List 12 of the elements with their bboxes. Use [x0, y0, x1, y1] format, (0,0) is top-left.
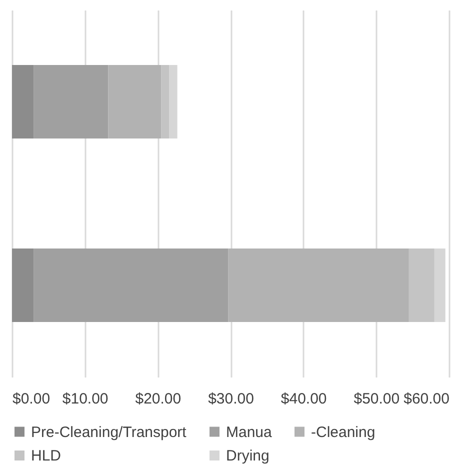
x-tick-label: $20.00 [135, 390, 182, 408]
x-tick-label: $50.00 [354, 390, 400, 408]
legend-label: Manua [226, 424, 273, 441]
x-tick-label: $0.00 [12, 390, 50, 408]
legend-label: Drying [226, 448, 270, 464]
legend-label: Pre-Cleaning/Transport [31, 424, 188, 441]
x-tick-label: $30.00 [208, 390, 254, 408]
x-tick-label: $10.00 [62, 390, 108, 408]
legend-label: HLD [31, 448, 62, 464]
x-tick-label: $40.00 [280, 390, 327, 408]
legend-label: -Cleaning [311, 424, 376, 441]
x-tick-label: $60.00 [404, 390, 450, 408]
